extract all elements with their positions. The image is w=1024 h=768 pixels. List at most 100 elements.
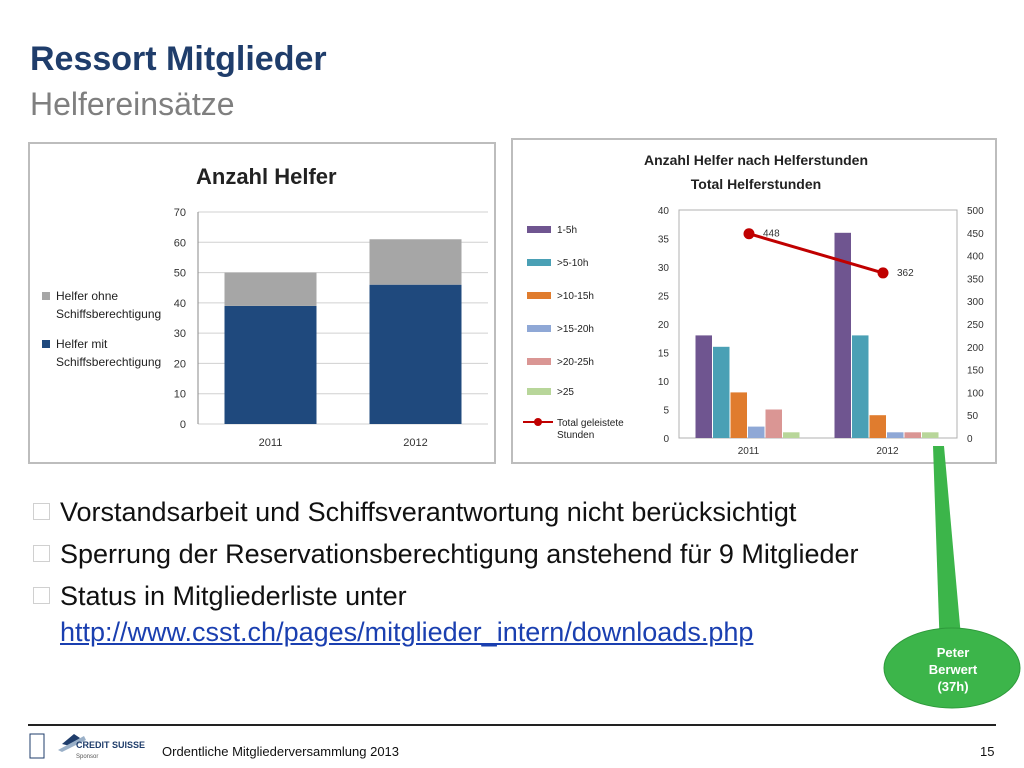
bullet-item: Status in Mitgliederliste unter http://w… xyxy=(30,578,1020,650)
y-tick-label: 30 xyxy=(174,328,186,340)
bar xyxy=(783,432,800,438)
legend-label: >25 xyxy=(557,387,574,398)
y-tick-label: 15 xyxy=(658,349,670,360)
bar xyxy=(852,335,869,438)
bar xyxy=(904,432,921,438)
y-tick-label: 20 xyxy=(658,320,670,331)
line-point xyxy=(877,267,889,279)
y-tick-label: 0 xyxy=(663,434,669,445)
page-number: 15 xyxy=(980,744,995,759)
bullet-icon xyxy=(33,503,50,520)
y2-tick-label: 100 xyxy=(967,388,984,399)
footer-divider xyxy=(28,724,996,726)
bullet-icon xyxy=(33,587,50,604)
bullet-item: Vorstandsarbeit und Schiffsverantwortung… xyxy=(30,494,1020,530)
legend-swatch xyxy=(527,325,551,332)
x-tick-label: 2011 xyxy=(259,437,283,449)
x-tick-label: 2012 xyxy=(876,446,899,457)
x-tick-label: 2012 xyxy=(403,437,427,449)
bar-segment xyxy=(224,305,317,424)
chart-subtitle: Total Helferstunden xyxy=(691,176,821,192)
line-data-label: 362 xyxy=(897,268,914,279)
y-tick-label: 0 xyxy=(180,419,186,431)
y-tick-label: 10 xyxy=(174,389,186,401)
legend-line-marker xyxy=(534,418,542,426)
y-tick-label: 35 xyxy=(658,235,670,246)
legend-label: Helfer mit xyxy=(56,337,108,351)
chart-title: Anzahl Helfer nach Helferstunden xyxy=(644,152,868,168)
bar xyxy=(765,409,782,438)
credit-suisse-logo: CREDIT SUISSE Sponsor xyxy=(29,733,145,760)
legend-swatch xyxy=(527,226,551,233)
y2-tick-label: 0 xyxy=(967,434,973,445)
legend-label: Stunden xyxy=(557,430,594,441)
y-tick-label: 70 xyxy=(174,207,186,219)
svg-text:Sponsor: Sponsor xyxy=(76,754,98,760)
bar xyxy=(748,426,765,438)
legend-swatch xyxy=(42,340,50,348)
legend-swatch xyxy=(527,358,551,365)
y2-tick-label: 50 xyxy=(967,411,979,422)
line-series xyxy=(748,232,884,275)
footer-text: Ordentliche Mitgliederversammlung 2013 xyxy=(162,744,400,759)
mitgliederliste-link[interactable]: http://www.csst.ch/pages/mitglieder_inte… xyxy=(60,617,754,647)
y-tick-label: 5 xyxy=(663,406,669,417)
legend-label: >20-25h xyxy=(557,357,594,368)
line-data-label: 448 xyxy=(763,229,780,240)
y2-tick-label: 250 xyxy=(967,320,984,331)
x-tick-label: 2011 xyxy=(738,446,760,457)
chart-title: Anzahl Helfer xyxy=(196,164,337,189)
bullet-list: Vorstandsarbeit und Schiffsverantwortung… xyxy=(30,494,1020,656)
svg-text:CREDIT SUISSE: CREDIT SUISSE xyxy=(76,740,145,750)
legend-swatch xyxy=(527,259,551,266)
y2-tick-label: 150 xyxy=(967,366,984,377)
y2-tick-label: 200 xyxy=(967,343,984,354)
bar xyxy=(730,392,747,438)
bullet-item: Sperrung der Reservationsberechtigung an… xyxy=(30,536,1020,572)
y2-tick-label: 300 xyxy=(967,297,984,308)
callout-label: Peter Berwert (37h) xyxy=(928,645,978,694)
bar-segment xyxy=(369,284,462,424)
y-tick-label: 25 xyxy=(658,292,670,303)
page-subtitle: Helfereinsätze xyxy=(30,86,235,122)
chart-anzahl-helfer: Anzahl Helfer 0 10 20 30 40 50 60 70 2011 2012 Helf… xyxy=(28,142,496,464)
legend-label: 1-5h xyxy=(557,225,577,236)
bullet-text: Sperrung der Reservationsberechtigung an… xyxy=(60,539,859,569)
y2-tick-label: 450 xyxy=(967,229,984,240)
bar-segment xyxy=(369,239,462,285)
bullet-icon xyxy=(33,545,50,562)
bar xyxy=(713,346,730,438)
y-tick-label: 10 xyxy=(658,377,670,388)
legend-label: >10-15h xyxy=(557,291,594,302)
y-tick-label: 20 xyxy=(174,358,186,370)
y-tick-label: 30 xyxy=(658,263,670,274)
y2-tick-label: 350 xyxy=(967,274,984,285)
y-tick-label: 40 xyxy=(658,206,670,217)
y2-tick-label: 500 xyxy=(967,206,984,217)
bar xyxy=(869,415,886,438)
legend-swatch xyxy=(527,388,551,395)
bar xyxy=(695,335,712,438)
line-point xyxy=(743,228,755,240)
page-title: Ressort Mitglieder xyxy=(30,40,327,78)
legend-label: Helfer ohne xyxy=(56,289,118,303)
y2-tick-label: 400 xyxy=(967,252,984,263)
bar xyxy=(834,232,851,438)
bullet-text: Status in Mitgliederliste unter xyxy=(60,581,407,611)
bar xyxy=(887,432,904,438)
legend-label: Schiffsberechtigung xyxy=(56,307,161,321)
legend-label: >15-20h xyxy=(557,324,594,335)
bullet-text: Vorstandsarbeit und Schiffsverantwortung… xyxy=(60,497,797,527)
y-tick-label: 40 xyxy=(174,298,186,310)
legend-swatch xyxy=(527,292,551,299)
y-tick-label: 60 xyxy=(174,237,186,249)
chart-helferstunden: Anzahl Helfer nach Helferstunden Total He… xyxy=(511,138,997,464)
legend-label: Total geleistete xyxy=(557,418,624,429)
legend-swatch xyxy=(42,292,50,300)
y-tick-label: 50 xyxy=(174,268,186,280)
bar xyxy=(922,432,939,438)
legend-label: Schiffsberechtigung xyxy=(56,355,161,369)
plot-area xyxy=(678,209,958,439)
bar-segment xyxy=(224,272,317,306)
legend-label: >5-10h xyxy=(557,258,588,269)
